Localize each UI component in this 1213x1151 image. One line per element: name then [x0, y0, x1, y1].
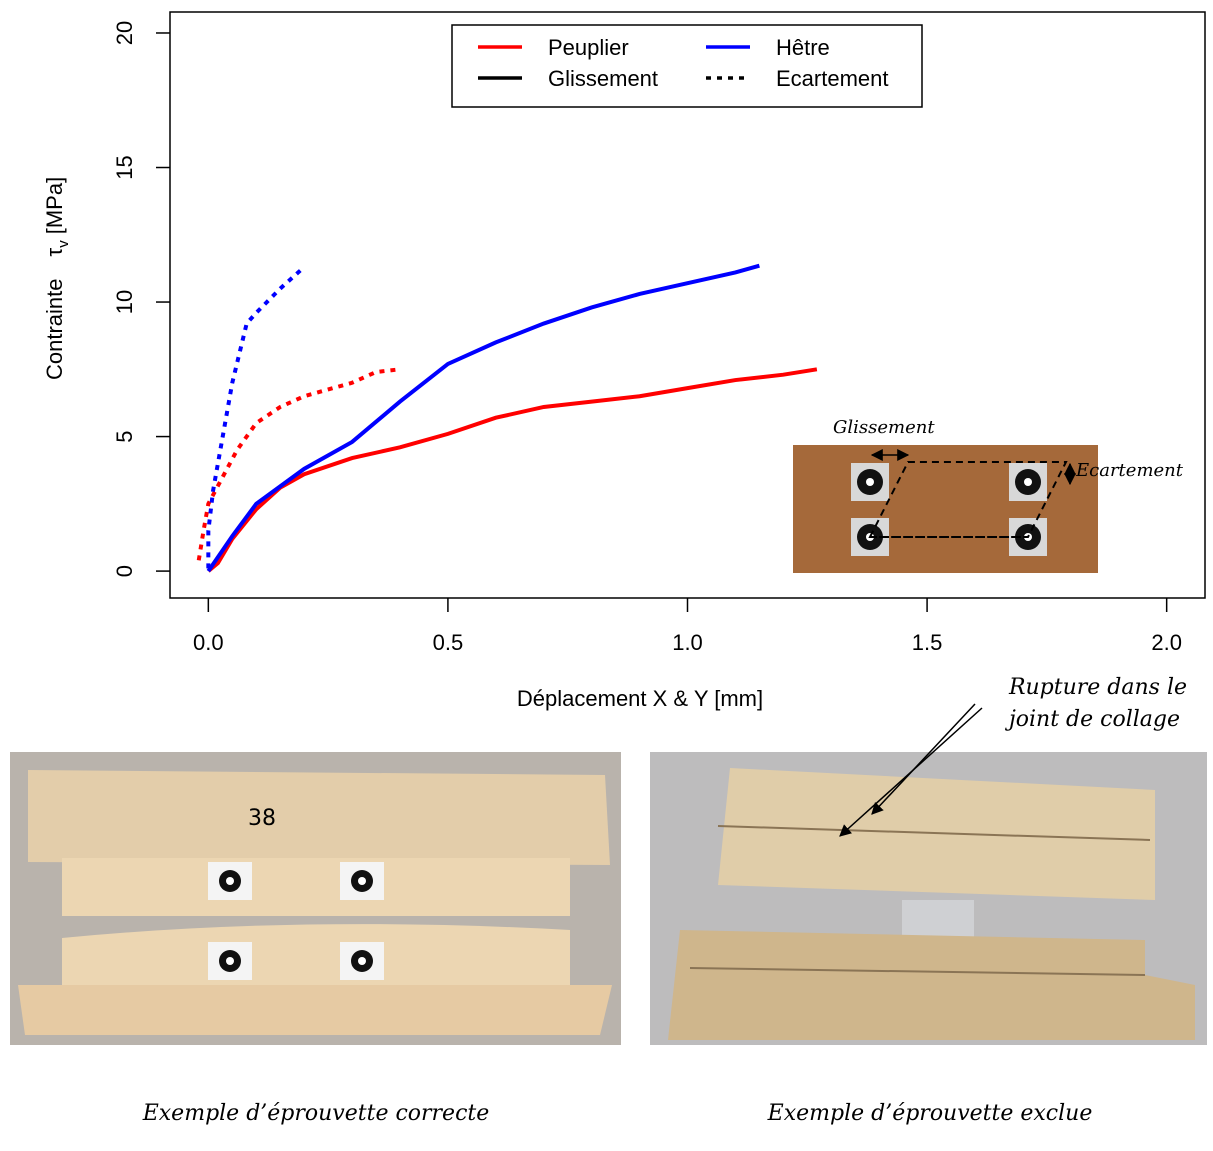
y-tick-label: 5 [112, 430, 137, 442]
annotation-line: joint de collage [1004, 707, 1180, 732]
data-line [206, 265, 306, 569]
photo-excluded [650, 752, 1207, 1045]
x-tick-label: 1.0 [672, 630, 703, 655]
inset-wood [793, 445, 1098, 573]
photo-correct: 38 [10, 752, 621, 1045]
y-tick-label: 20 [112, 21, 137, 45]
y-tick-label: 0 [112, 565, 137, 577]
inset-dots [857, 469, 1041, 550]
y-axis-label: Contrainteτv[MPa] [42, 177, 72, 380]
inset: Glissement Ecartement [793, 417, 1184, 573]
x-tick-label: 2.0 [1151, 630, 1182, 655]
slip-label: Glissement [833, 417, 935, 438]
photo-caption: Exemple d’éprouvette exclue [767, 1101, 1093, 1126]
annotation-arrow [871, 703, 976, 815]
legend-label: Peuplier [548, 35, 629, 60]
gap-label: Ecartement [1075, 460, 1184, 481]
x-tick-label: 0.0 [193, 630, 224, 655]
photo-caption: Exemple d’éprouvette correcte [142, 1101, 490, 1126]
legend: Peuplier Hêtre Glissement Ecartement [451, 24, 923, 108]
x-axis-label: Déplacement X & Y [mm] [517, 686, 763, 711]
annotation-arrow [839, 707, 983, 837]
inset-frame [868, 461, 1068, 538]
annotation-line: Rupture dans le [1008, 675, 1187, 700]
data-line [196, 367, 401, 561]
x-tick-label: 0.5 [433, 630, 464, 655]
legend-label: Glissement [548, 66, 658, 91]
data-line [207, 367, 818, 573]
legend-label: Hêtre [776, 35, 830, 60]
data-line [206, 263, 760, 573]
y-tick-label: 10 [112, 290, 137, 314]
legend-label: Ecartement [776, 66, 889, 91]
photo-marking: 38 [248, 806, 276, 831]
x-tick-label: 1.5 [912, 630, 943, 655]
legend-box [451, 24, 923, 108]
y-tick-label: 15 [112, 155, 137, 179]
